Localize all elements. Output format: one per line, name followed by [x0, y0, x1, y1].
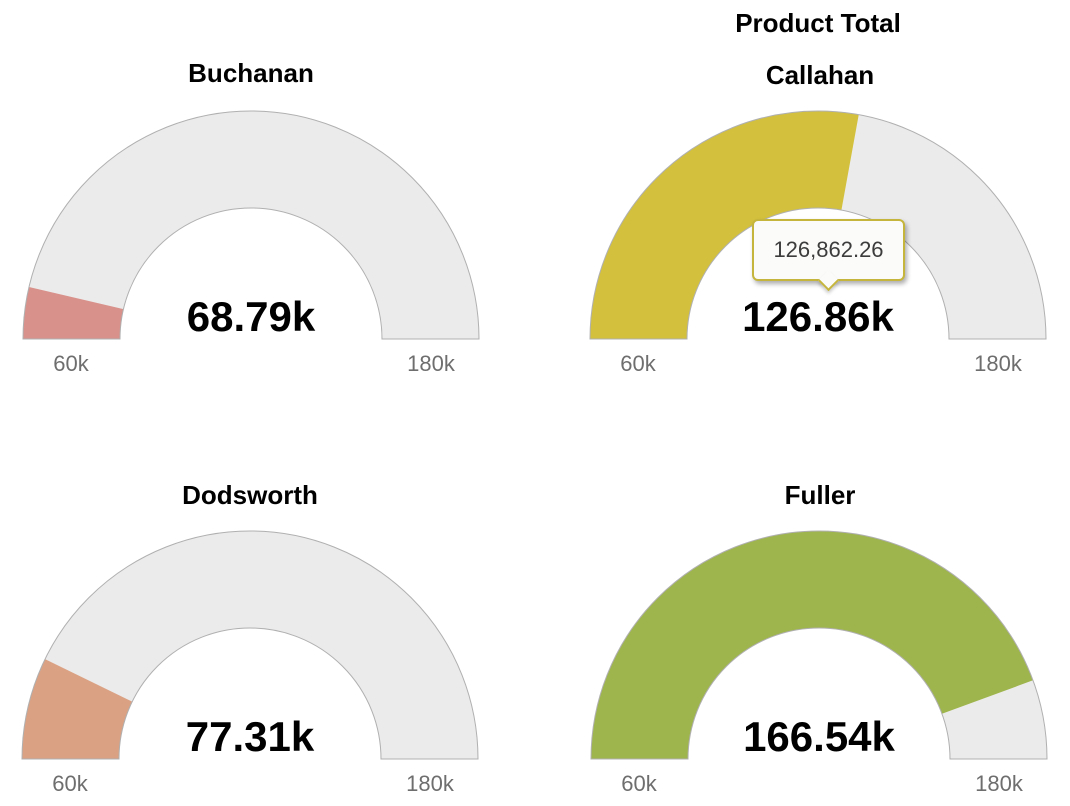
- tooltip-value: 126,862.26: [773, 237, 884, 262]
- gauge-buchanan-min-label: 60k: [53, 351, 89, 376]
- gauge-fuller-arc[interactable]: [584, 523, 1054, 763]
- gauge-title-dodsworth: Dodsworth: [182, 480, 318, 510]
- gauge-fuller-min-label: 60k: [621, 771, 657, 796]
- gauge-dodsworth-value: 77.31k: [185, 713, 315, 760]
- gauge-dodsworth-max-label: 180k: [406, 771, 454, 796]
- gauge-callahan-value: 126.86k: [742, 293, 894, 340]
- gauge-callahan-min-label: 60k: [620, 351, 656, 376]
- gauge-buchanan-value: 68.79k: [186, 293, 316, 340]
- gauge-buchanan-arc[interactable]: [16, 103, 486, 343]
- gauge-title-fuller: Fuller: [784, 480, 856, 510]
- gauge-fuller-max-label: 180k: [975, 771, 1023, 796]
- gauge-fuller: 166.54k 60k 180k: [584, 523, 1054, 799]
- gauge-dodsworth: 77.31k 60k 180k: [15, 523, 485, 799]
- gauge-dodsworth-arc[interactable]: [15, 523, 485, 763]
- gauge-buchanan: 68.79k 60k 180k: [16, 103, 486, 379]
- gauge-fuller-value: 166.54k: [743, 713, 895, 760]
- gauge-callahan: 126.86k 60k 180k: [583, 103, 1053, 379]
- gauge-callahan-max-label: 180k: [974, 351, 1022, 376]
- chart-title: Product Total: [735, 8, 901, 38]
- callahan-tooltip: 126,862.26: [752, 219, 905, 281]
- gauge-title-buchanan: Buchanan: [188, 58, 314, 88]
- gauge-buchanan-max-label: 180k: [407, 351, 455, 376]
- gauge-title-callahan: Callahan: [765, 60, 875, 90]
- gauge-dodsworth-min-label: 60k: [52, 771, 88, 796]
